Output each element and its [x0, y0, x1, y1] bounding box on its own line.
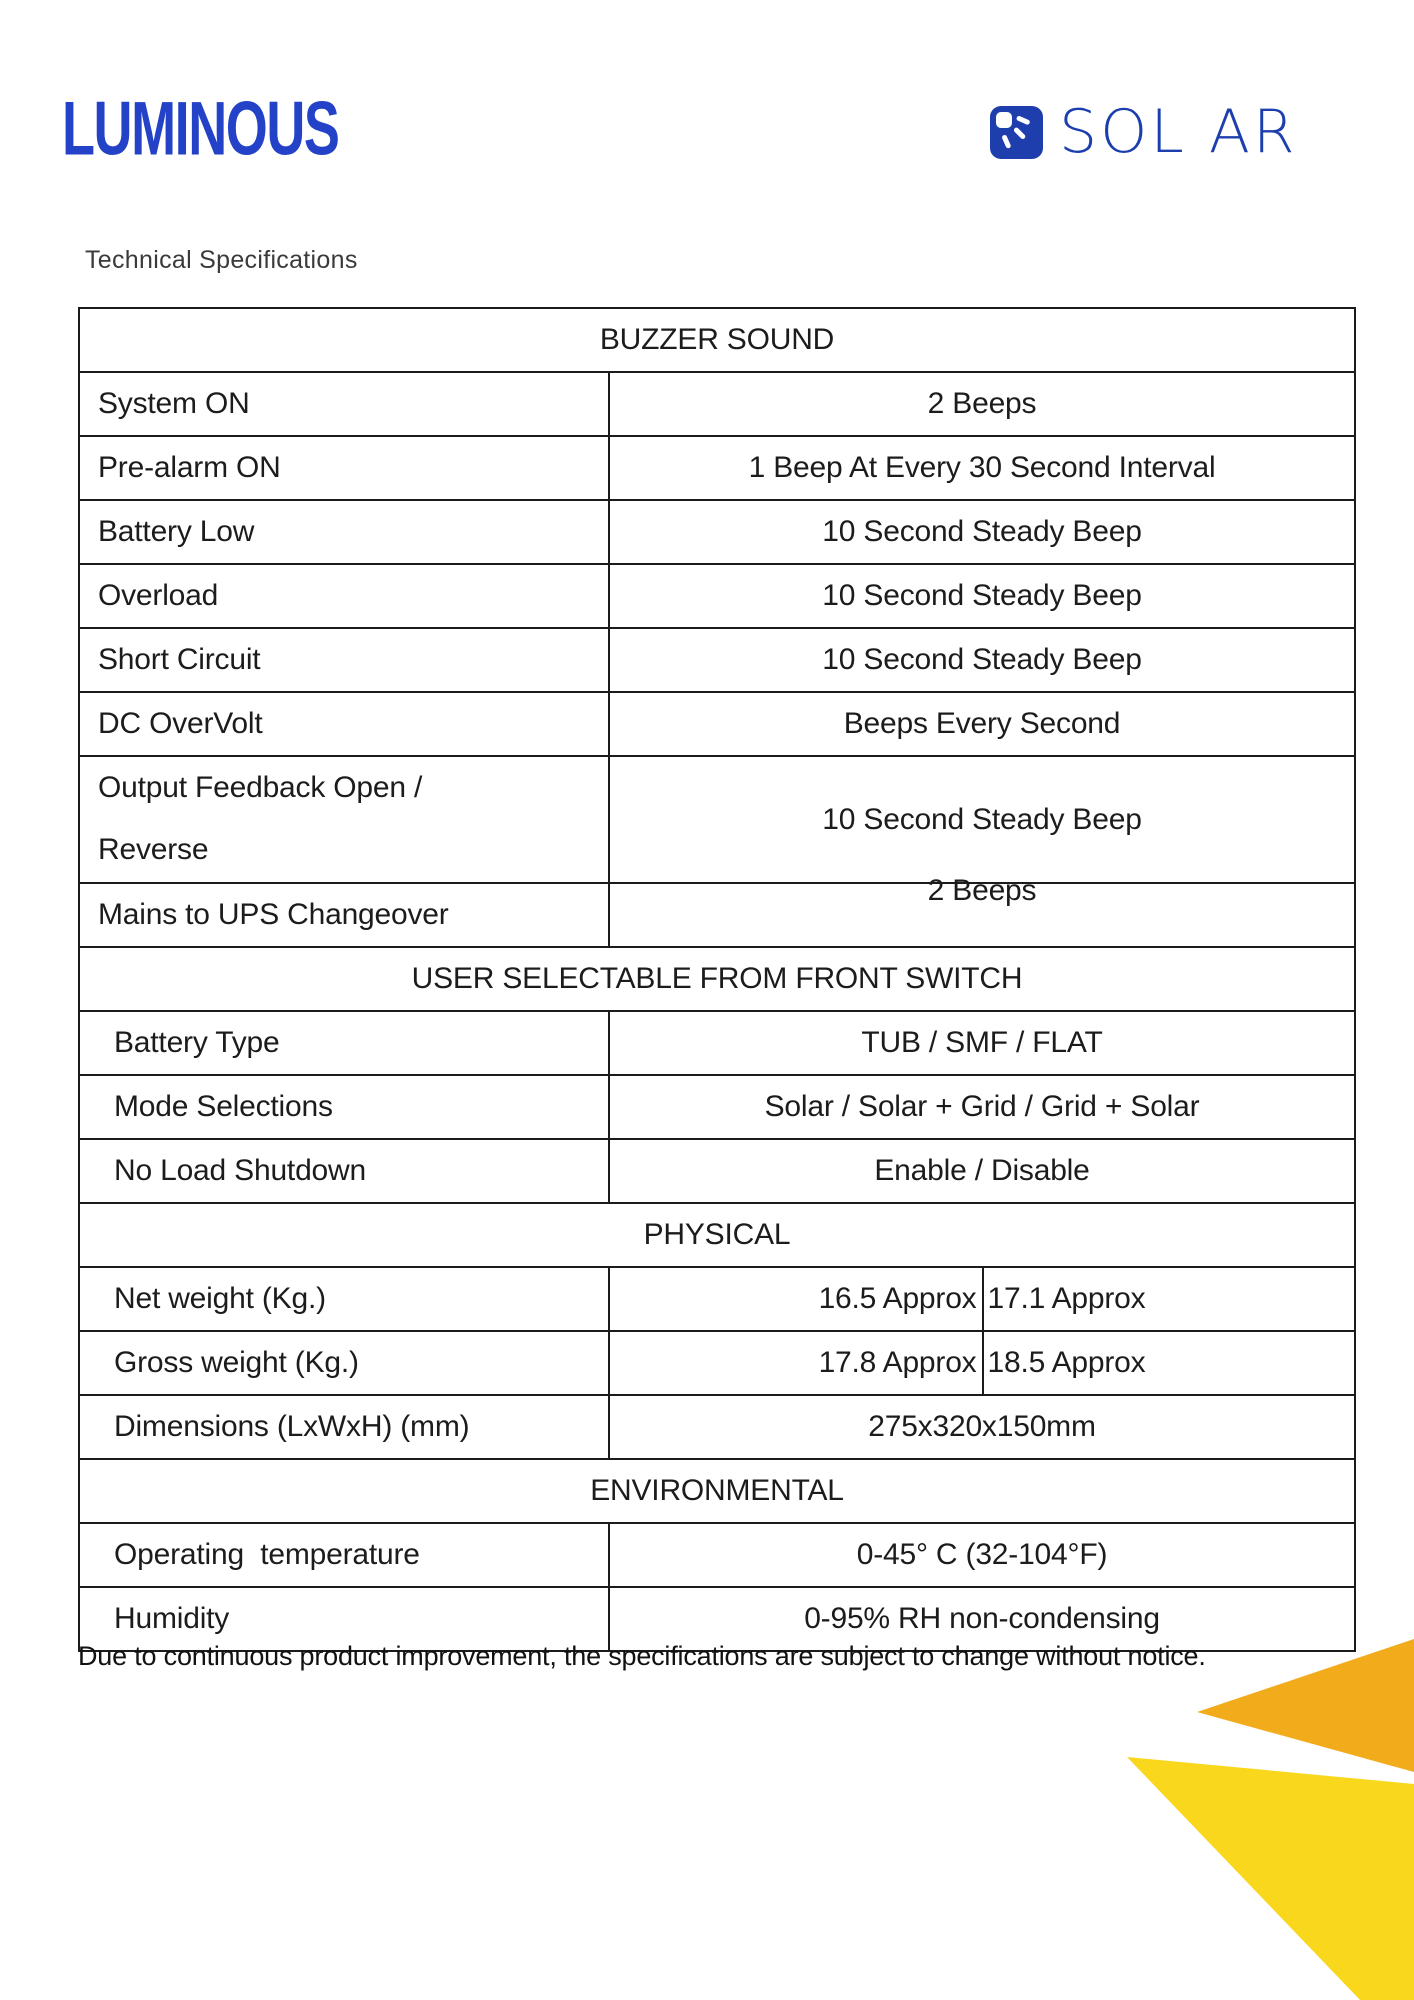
- row-value-right: 17.1 Approx: [981, 1268, 1355, 1330]
- table-row-overload: Overload 10 Second Steady Beep: [80, 563, 1354, 627]
- table-row-output-feedback: Output Feedback Open / Reverse 10 Second…: [80, 755, 1354, 882]
- row-label: Mode Selections: [80, 1076, 610, 1138]
- table-row-battery-type: Battery Type TUB / SMF / FLAT: [80, 1010, 1354, 1074]
- section-header-environmental: ENVIRONMENTAL: [80, 1458, 1354, 1522]
- row-label: Gross weight (Kg.): [80, 1332, 610, 1394]
- table-row-mode-selections: Mode Selections Solar / Solar + Grid / G…: [80, 1074, 1354, 1138]
- table-row-short-circuit: Short Circuit 10 Second Steady Beep: [80, 627, 1354, 691]
- row-value: 1 Beep At Every 30 Second Interval: [748, 451, 1216, 484]
- table-row-net-weight: Net weight (Kg.) 16.5 Approx 17.1 Approx: [80, 1266, 1354, 1330]
- row-value: 10 Second Steady Beep: [822, 579, 1142, 612]
- row-label: DC OverVolt: [80, 693, 610, 755]
- row-label: Output Feedback Open / Reverse: [80, 757, 610, 882]
- row-value-right: 18.5 Approx: [981, 1332, 1355, 1394]
- row-label: Dimensions (LxWxH) (mm): [80, 1396, 610, 1458]
- row-label: Overload: [80, 565, 610, 627]
- row-value: 2 Beeps: [927, 387, 1037, 420]
- row-label: Humidity: [80, 1588, 610, 1650]
- table-row-gross-weight: Gross weight (Kg.) 17.8 Approx 18.5 Appr…: [80, 1330, 1354, 1394]
- section-header-buzzer-sound: BUZZER SOUND: [80, 309, 1354, 371]
- row-value: 10 Second Steady Beep: [822, 515, 1142, 548]
- section-title: USER SELECTABLE FROM FRONT SWITCH: [411, 962, 1023, 995]
- row-value: Solar / Solar + Grid / Grid + Solar: [764, 1090, 1200, 1123]
- section-title: PHYSICAL: [643, 1218, 791, 1251]
- row-value: 0-95% RH non-condensing: [804, 1602, 1160, 1635]
- row-value-pair: 17.8 Approx 18.5 Approx: [610, 1332, 1354, 1394]
- row-value-pair: 16.5 Approx 17.1 Approx: [610, 1268, 1354, 1330]
- table-row-dc-overvolt: DC OverVolt Beeps Every Second: [80, 691, 1354, 755]
- row-label: Operating temperature: [80, 1524, 610, 1586]
- row-label: System ON: [80, 373, 610, 435]
- solar-logo-text: SOL AR: [1059, 97, 1298, 167]
- table-row-mains-to-ups-changeover: Mains to UPS Changeover 2 Beeps: [80, 874, 1354, 946]
- raised-value-text: 2 Beeps: [927, 874, 1037, 907]
- solar-logo: SOL AR: [990, 102, 1298, 162]
- row-label: Pre-alarm ON: [80, 437, 610, 499]
- table-row-humidity: Humidity 0-95% RH non-condensing: [80, 1586, 1354, 1650]
- row-value: Beeps Every Second: [843, 707, 1121, 740]
- row-label: Short Circuit: [80, 629, 610, 691]
- section-header-physical: PHYSICAL: [80, 1202, 1354, 1266]
- section-header-user-selectable: USER SELECTABLE FROM FRONT SWITCH: [80, 946, 1354, 1010]
- section-title: ENVIRONMENTAL: [590, 1474, 844, 1507]
- section-title: BUZZER SOUND: [599, 323, 835, 356]
- row-label: Mains to UPS Changeover: [80, 884, 610, 946]
- row-value: 275x320x150mm: [868, 1410, 1096, 1443]
- table-row-operating-temperature: Operating temperature 0-45° C (32-104°F): [80, 1522, 1354, 1586]
- row-value: 10 Second Steady Beep: [822, 643, 1142, 676]
- row-value: TUB / SMF / FLAT: [861, 1026, 1103, 1059]
- row-label: Battery Low: [80, 501, 610, 563]
- row-value: Enable / Disable: [874, 1154, 1090, 1187]
- row-label: Net weight (Kg.): [80, 1268, 610, 1330]
- page-title: Technical Specifications: [85, 246, 358, 274]
- disclaimer-note: Due to continuous product improvement, t…: [78, 1641, 1206, 1671]
- row-label: Battery Type: [80, 1012, 610, 1074]
- table-row-battery-low: Battery Low 10 Second Steady Beep: [80, 499, 1354, 563]
- row-value: 0-45° C (32-104°F): [856, 1538, 1108, 1571]
- solar-sun-icon: [990, 105, 1043, 159]
- row-value: 2 Beeps: [610, 874, 1354, 946]
- row-value-left: 16.5 Approx: [818, 1282, 977, 1315]
- spec-table: BUZZER SOUND System ON 2 Beeps Pre-alarm…: [78, 307, 1356, 1652]
- row-value-left: 17.8 Approx: [818, 1346, 977, 1379]
- amber-triangle: [1197, 1639, 1414, 1772]
- row-value: 10 Second Steady Beep: [822, 802, 1142, 836]
- table-row-dimensions: Dimensions (LxWxH) (mm) 275x320x150mm: [80, 1394, 1354, 1458]
- table-row-pre-alarm-on: Pre-alarm ON 1 Beep At Every 30 Second I…: [80, 435, 1354, 499]
- luminous-logo: LUMINOUS: [62, 85, 340, 171]
- row-label: No Load Shutdown: [80, 1140, 610, 1202]
- table-row-no-load-shutdown: No Load Shutdown Enable / Disable: [80, 1138, 1354, 1202]
- table-row-system-on: System ON 2 Beeps: [80, 371, 1354, 435]
- yellow-triangle: [1127, 1757, 1414, 2000]
